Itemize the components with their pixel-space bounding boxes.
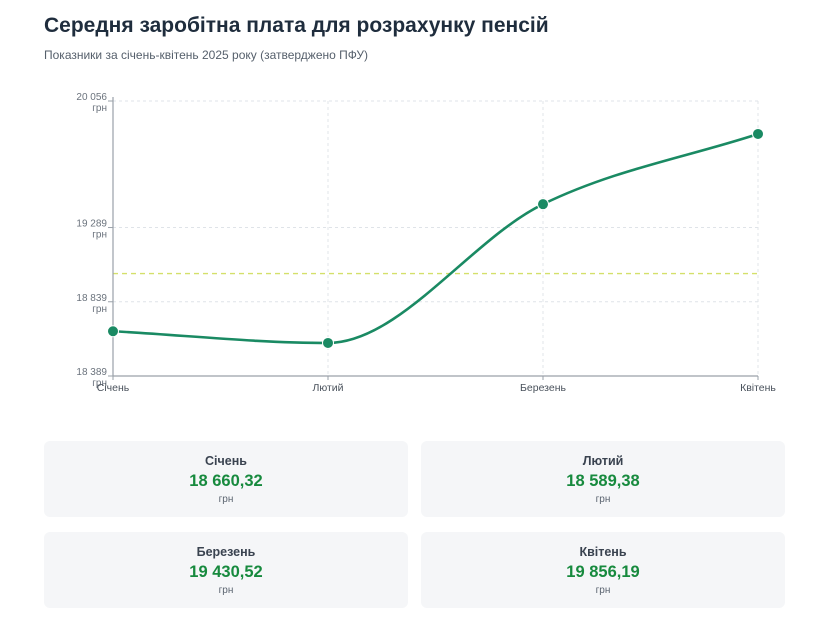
y-tick-unit: грн — [92, 378, 107, 389]
card-value: 19 430,52 — [189, 563, 263, 581]
y-tick-unit: грн — [92, 304, 107, 315]
page-subtitle: Показники за січень-квітень 2025 року (з… — [44, 48, 368, 62]
card-value: 18 589,38 — [566, 472, 640, 490]
data-point — [537, 198, 549, 211]
data-point — [752, 127, 764, 140]
x-tick-label: Березень — [520, 382, 567, 394]
card-value: 19 856,19 — [566, 563, 640, 581]
y-tick-label: 18 839 — [76, 293, 107, 304]
y-tick-unit: грн — [92, 230, 107, 241]
data-point — [322, 336, 334, 349]
stat-card-january: Січень 18 660,32 грн — [44, 441, 408, 517]
y-tick-unit: грн — [92, 103, 107, 114]
x-tick-label: Лютий — [312, 382, 343, 394]
stat-card-february: Лютий 18 589,38 грн — [421, 441, 785, 517]
card-month: Квітень — [579, 545, 627, 559]
card-month: Лютий — [582, 454, 624, 468]
x-tick-label: Січень — [97, 382, 130, 394]
card-unit: грн — [218, 585, 234, 596]
series-line — [111, 132, 760, 345]
card-value: 18 660,32 — [189, 472, 263, 490]
page-title: Середня заробітна плата для розрахунку п… — [44, 14, 549, 37]
y-tick-label: 19 289 — [76, 219, 107, 230]
card-month: Січень — [205, 454, 247, 468]
x-tick-label: Квітень — [740, 382, 776, 394]
card-unit: грн — [595, 585, 611, 596]
card-month: Березень — [196, 545, 256, 559]
stat-card-april: Квітень 19 856,19 грн — [421, 532, 785, 608]
stat-card-march: Березень 19 430,52 грн — [44, 532, 408, 608]
card-unit: грн — [218, 494, 234, 505]
data-point — [107, 325, 119, 338]
y-tick-label: 18 389 — [76, 367, 107, 378]
card-unit: грн — [595, 494, 611, 505]
y-tick-label: 20 056 — [76, 92, 107, 103]
